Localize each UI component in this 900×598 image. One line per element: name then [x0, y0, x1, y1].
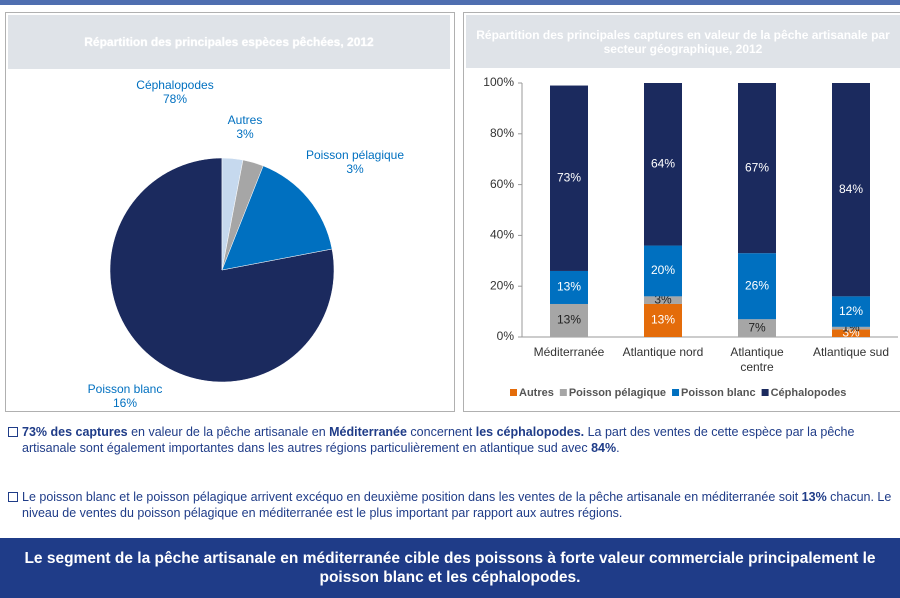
legend-label: Céphalopodes: [771, 387, 847, 399]
bar-segment: [832, 326, 870, 330]
bar-segment: [644, 296, 682, 304]
data-label: 13%: [557, 280, 581, 294]
pie-slice: [221, 165, 333, 271]
data-label: 13%: [557, 313, 581, 327]
pie-label-value: 78%: [162, 92, 188, 106]
y-tick-label: 100%: [483, 75, 514, 89]
bar-title-text: Répartition des principales captures en …: [476, 27, 890, 56]
bar-segment: [644, 83, 682, 246]
pie-label-value: 3%: [346, 162, 364, 176]
top-rule: [0, 0, 900, 5]
bar-segment: [832, 296, 870, 327]
conclusion: Le segment de la pêche artisanale en méd…: [0, 538, 900, 598]
x-tick-label: Atlantique centre: [730, 345, 784, 374]
x-tick-label: Méditerranée: [534, 345, 605, 359]
bar-segment: [644, 303, 682, 337]
bullet-run: en valeur de la pêche artisanale en: [127, 425, 330, 439]
y-tick-label: 60%: [490, 177, 514, 191]
data-label: 12%: [839, 304, 863, 318]
bullet-run: 84%: [591, 441, 617, 455]
bullet-run: 73% des captures: [22, 425, 128, 439]
pie-label-value: 16%: [112, 396, 138, 410]
bullet: Le poisson blanc et le poisson pélagique…: [8, 489, 894, 521]
pie-label-value: 3%: [236, 127, 254, 141]
pie-title: Répartition des principales espèces pêch…: [8, 15, 450, 69]
data-label: 20%: [651, 263, 675, 277]
pie-label: Céphalopodes 78%: [125, 78, 225, 106]
x-tick-line: centre: [740, 360, 774, 374]
bullet-run: Méditerranée: [329, 425, 407, 439]
x-tick-line: Atlantique: [730, 345, 784, 359]
bar-segment: [550, 270, 588, 304]
bar-segment: [644, 245, 682, 297]
pie-label-name: Céphalopodes: [136, 78, 214, 92]
pie-label: Poisson blanc 16%: [75, 382, 175, 410]
data-label: 7%: [748, 320, 766, 334]
y-tick-label: 0%: [497, 329, 515, 343]
bar-segment: [550, 303, 588, 337]
y-tick-label: 20%: [490, 278, 514, 292]
legend-label: Autres: [519, 387, 554, 399]
pie-label: Poisson pélagique 3%: [305, 148, 405, 176]
bullet-run: .: [616, 441, 620, 455]
legend-swatch: [559, 389, 567, 396]
y-tick-label: 80%: [490, 126, 514, 140]
legend-label: Poisson blanc: [681, 387, 756, 399]
pie-label-name: Poisson pélagique: [305, 148, 405, 162]
pie-label-name: Autres: [227, 113, 263, 127]
data-label: 64%: [651, 156, 675, 170]
bullet-run: 13%: [801, 490, 827, 504]
pie-title-text: Répartition des principales espèces pêch…: [84, 35, 374, 49]
pie-label: Autres 3%: [215, 113, 275, 141]
bullet-box: [8, 492, 18, 502]
legend-swatch: [672, 389, 680, 396]
bar-segment: [832, 329, 870, 337]
bullet-run: chacun. Le niveau de ventes du poisson p…: [22, 490, 892, 520]
data-label: 67%: [745, 160, 769, 174]
data-label: 26%: [745, 278, 769, 292]
pie-panel: [5, 12, 455, 412]
bar-segment: [832, 83, 870, 297]
bullet-run: La part des ventes de cette espèce par l…: [22, 425, 855, 455]
data-label: 73%: [557, 170, 581, 184]
bar-title: Répartition des principales captures en …: [466, 15, 900, 68]
y-tick-label: 40%: [490, 228, 514, 242]
legend-swatch: [510, 389, 517, 396]
legend-swatch: [761, 389, 769, 396]
data-label: 13%: [651, 313, 675, 327]
data-label: 84%: [839, 182, 863, 196]
bullet-box: [8, 427, 18, 437]
bar-segment: [738, 253, 776, 320]
bullet-run: concernent: [406, 425, 476, 439]
x-tick-label: Atlantique nord: [623, 345, 704, 359]
pie-label-name: Poisson blanc: [87, 382, 163, 396]
bullet-run: les céphalopodes.: [475, 425, 585, 439]
bar-segment: [550, 85, 588, 271]
bar-segment: [738, 83, 776, 254]
bullet-run: Le poisson blanc et le poisson pélagique…: [22, 490, 802, 504]
bar-panel: [463, 12, 900, 412]
bar-segment: [738, 319, 776, 337]
bullet: 73% des captures en valeur de la pêche a…: [8, 424, 894, 456]
x-tick-label: Atlantique sud: [813, 345, 889, 359]
legend-label: Poisson pélagique: [569, 387, 666, 399]
